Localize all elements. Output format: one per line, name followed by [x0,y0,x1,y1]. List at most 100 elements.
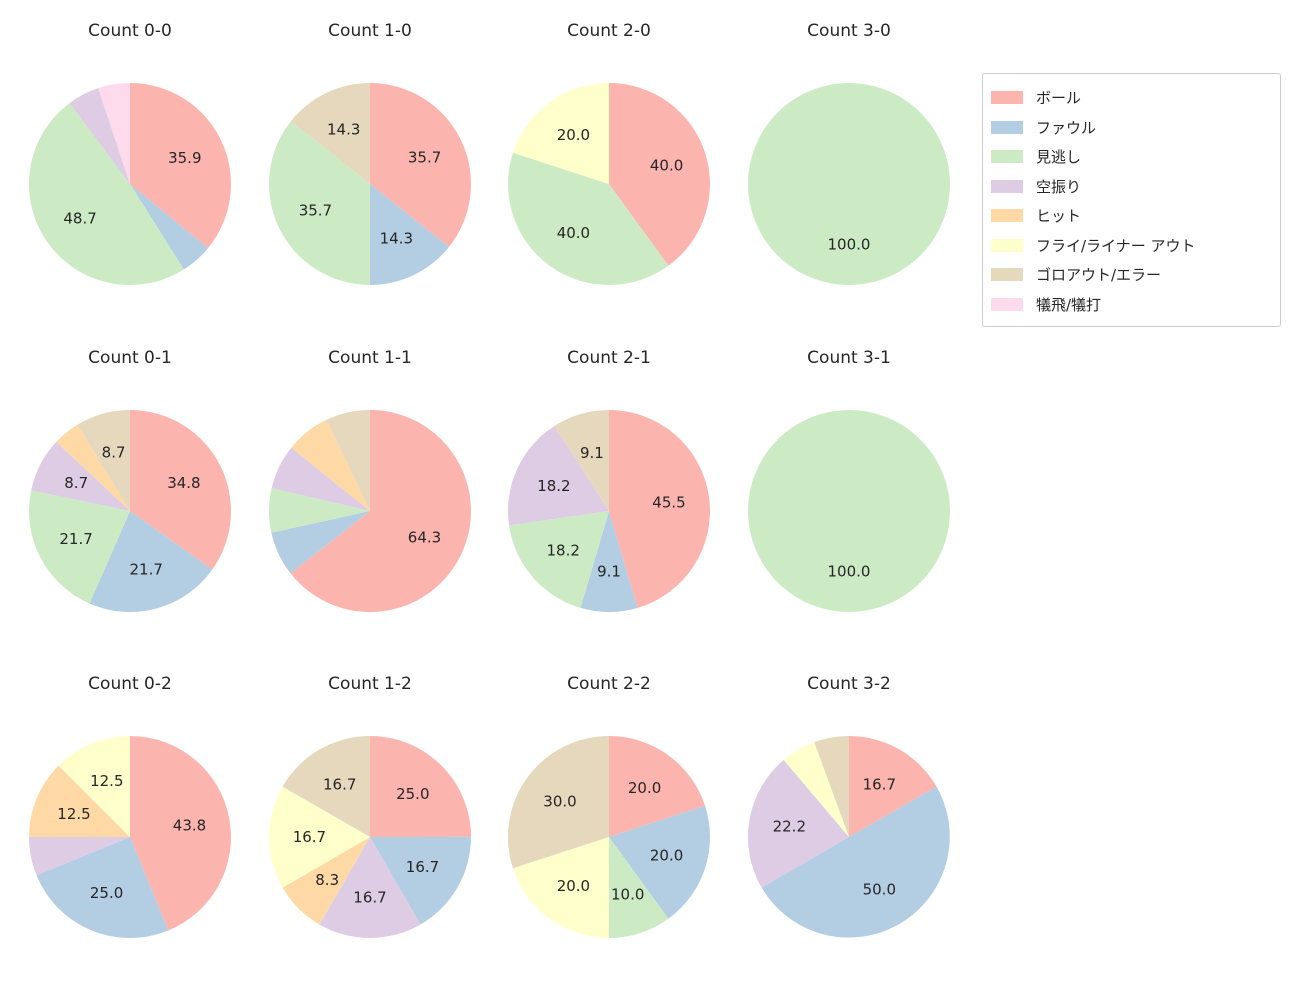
chart-title: Count 1-2 [328,674,412,694]
pie-percent-label: 8.3 [315,871,339,889]
legend-label: ファウル [1036,118,1097,137]
pie-slice [89,511,213,612]
pie-chart-cell-count-2-1: Count 2-1 45.5 9.1 18.2 18.2 9.1 [489,347,729,616]
legend-swatch [991,91,1023,105]
pie-slice [609,736,706,837]
pie-percent-label: 48.7 [63,209,96,227]
pie-slice [512,837,609,938]
pie-percent-label: 12.5 [90,772,123,790]
chart-title: Count 3-1 [807,348,891,368]
pie-slice [554,410,609,511]
pie-slice [748,410,950,612]
pie-count-0-0: 35.9 48.7 [28,83,232,286]
pie-slice [56,424,130,511]
legend-item-ball: ボール [991,83,1272,113]
pie-percent-label: 100.0 [828,236,871,254]
legend-swatch [991,297,1023,311]
pie-count-1-0: 35.7 14.3 35.7 14.3 [269,83,471,285]
pie-percent-label: 35.9 [168,149,201,167]
legend-swatch [991,238,1023,252]
pie-slice [268,487,370,533]
legend-swatch [991,179,1023,193]
legend-label: ボール [1036,89,1082,108]
pie-slice [507,736,609,869]
pie-slice [130,410,232,570]
pie-slice [319,837,421,939]
pie-percent-label: 18.2 [537,477,570,495]
legend-label: フライ/ライナー アウト [1036,236,1196,255]
legend-swatch [991,120,1023,134]
legend-swatch [991,209,1023,223]
pie-slice [609,410,710,608]
pie-slice [580,511,638,612]
chart-title: Count 2-1 [567,348,651,368]
pie-chart-cell-count-1-0: Count 1-0 35.7 14.3 35.7 14.3 [250,20,490,289]
pie-slice [783,742,849,837]
legend: ボール ファウル 見逃し 空振り ヒット フライ/ライナー アウト ゴロアウト/… [982,73,1281,327]
pie-chart-cell-count-1-2: Count 1-2 25.0 16.7 16.7 8.3 16.7 16.7 [250,673,490,942]
legend-item-swinging-strike: 空振り [991,172,1272,202]
pie-slice [849,736,937,837]
pie-slice [282,837,370,925]
pie-slice [609,83,711,266]
pie-slice [290,410,471,612]
legend-item-fly-liner-out: フライ/ライナー アウト [991,231,1272,261]
pie-slice [609,805,711,919]
pie-slice [370,836,472,925]
pie-chart-cell-count-0-2: Count 0-2 43.8 25.0 12.5 12.5 [10,673,250,942]
pie-percent-label: 16.7 [353,889,386,907]
pie-percent-label: 35.7 [299,201,332,219]
pie-percent-label: 18.2 [546,542,579,560]
pie-slice [29,490,130,604]
pie-percent-label: 64.3 [408,529,441,547]
pie-percent-label: 100.0 [828,563,871,581]
pie-slice [814,736,849,837]
pie-slice [271,511,370,574]
pie-slice [36,837,169,938]
pie-count-0-1: 34.8 21.7 21.7 8.7 8.7 [29,410,232,612]
pie-percent-label: 16.7 [863,776,896,794]
pie-percent-label: 16.7 [323,776,356,794]
legend-item-foul: ファウル [991,113,1272,143]
pie-percent-label: 35.7 [408,149,441,167]
legend-item-sacrifice: 犠飛/犠打 [991,290,1272,320]
pie-percent-label: 40.0 [650,156,683,174]
pie-slice [509,511,609,608]
pie-slice [748,83,950,285]
pie-percent-label: 25.0 [396,785,429,803]
pie-percent-label: 8.7 [64,474,88,492]
pie-percent-label: 20.0 [557,877,590,895]
pie-count-0-2: 43.8 25.0 12.512.5 [29,736,231,938]
pie-slice [370,184,450,285]
legend-swatch [991,150,1023,164]
pie-slice [29,765,130,837]
legend-label: 空振り [1036,177,1082,196]
pie-slice [609,837,669,938]
pie-slice [58,736,130,837]
pie-count-2-0: 40.0 40.0 20.0 [507,83,711,286]
pie-slice [291,419,370,511]
pie-slice [130,736,231,931]
pie-percent-label: 34.8 [167,474,200,492]
pie-percent-label: 9.1 [597,563,621,581]
pie-percent-label: 14.3 [327,120,360,138]
pie-percent-label: 21.7 [59,530,92,548]
pie-slice [507,152,669,286]
legend-item-called-strike: 見逃し [991,142,1272,172]
chart-title: Count 1-1 [328,348,412,368]
pie-chart-cell-count-3-2: Count 3-2 16.7 50.0 22.2 [729,673,969,942]
chart-title: Count 3-0 [807,21,891,41]
chart-title: Count 2-0 [567,21,651,41]
pie-slice [761,786,950,938]
chart-title: Count 0-1 [88,348,172,368]
pie-slice [748,759,849,888]
pie-chart-cell-count-2-2: Count 2-2 20.0 20.0 10.0 20.0 30.0 [489,673,729,942]
legend-swatch [991,268,1023,282]
pie-percent-label: 30.0 [543,792,576,810]
pie-chart-cell-count-2-0: Count 2-0 40.0 40.0 20.0 [489,20,729,289]
pie-slice [512,83,609,184]
legend-label: 見逃し [1036,148,1082,167]
pie-slice [326,410,370,511]
pie-slice [508,426,609,526]
chart-title: Count 3-2 [807,674,891,694]
